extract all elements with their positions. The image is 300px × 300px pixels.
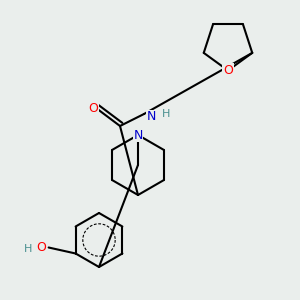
Text: H: H (24, 244, 32, 254)
Text: N: N (133, 128, 143, 142)
Text: H: H (162, 109, 171, 119)
Text: O: O (88, 101, 98, 115)
Text: N: N (147, 110, 156, 124)
Text: O: O (36, 241, 46, 254)
Text: O: O (223, 64, 233, 77)
